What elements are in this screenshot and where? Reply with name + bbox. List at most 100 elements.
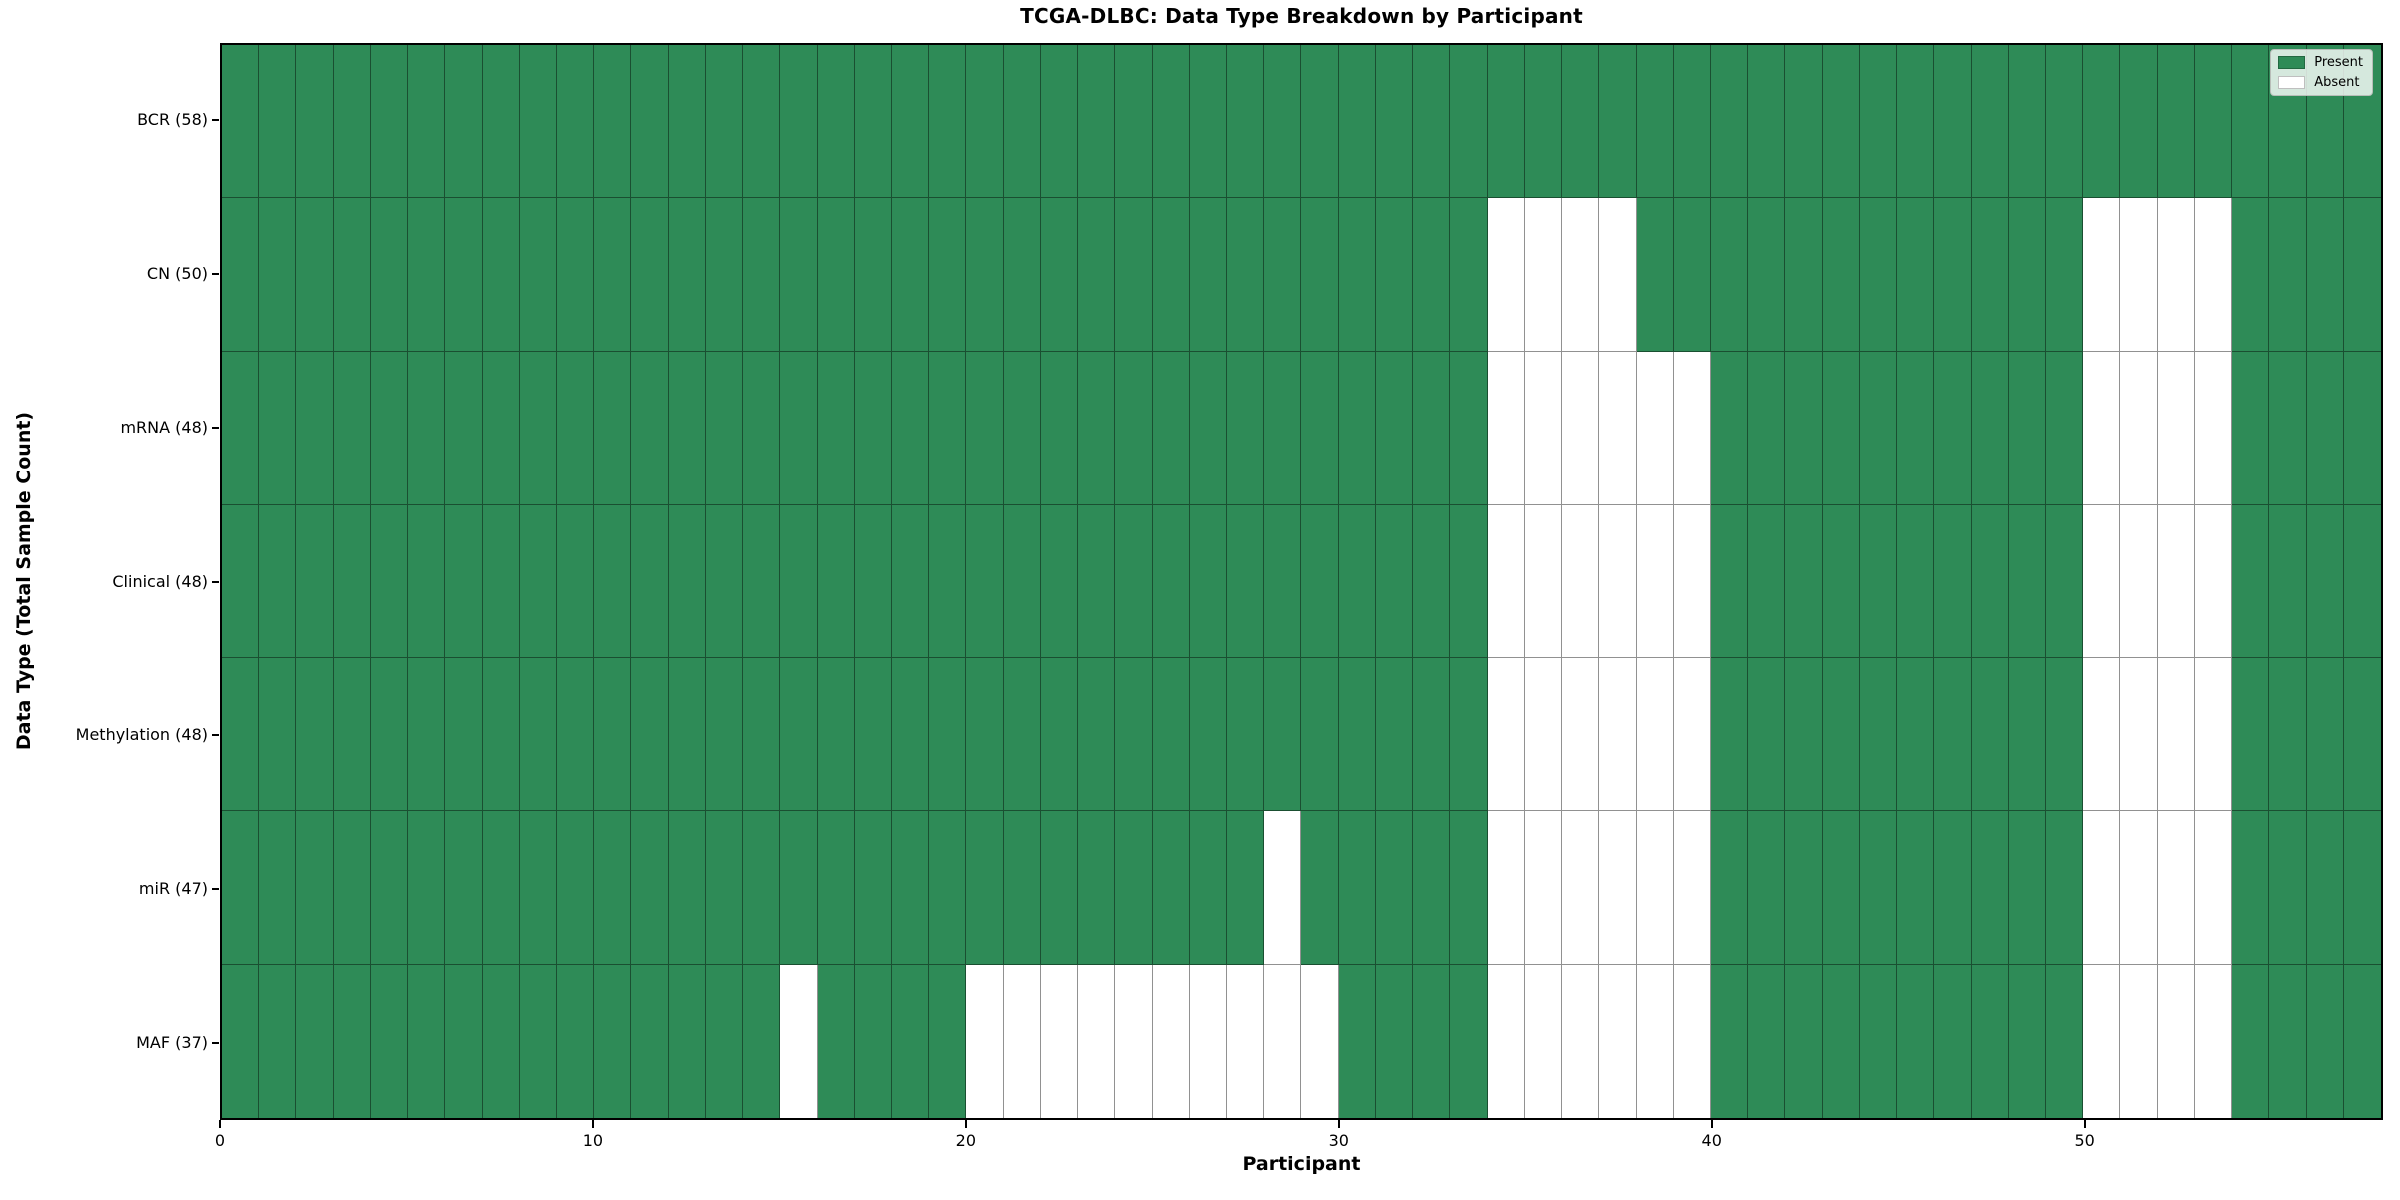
cell-Clinical-p12	[668, 504, 706, 659]
cell-MAF-p54	[2232, 964, 2270, 1118]
cell-Clinical-p26	[1189, 504, 1228, 659]
cell-MAF-p39	[1673, 964, 1711, 1118]
cell-CN-p25	[1152, 198, 1190, 352]
cell-miR-p33	[1450, 811, 1488, 965]
cell-Methylation-p24	[1115, 658, 1153, 812]
cell-BCR-p26	[1189, 45, 1228, 199]
cell-CN-p28	[1264, 198, 1302, 352]
cell-CN-p12	[668, 198, 706, 352]
cell-BCR-p6	[445, 45, 483, 199]
cell-mRNA-p56	[2306, 351, 2344, 505]
cell-mRNA-p1	[259, 351, 297, 505]
cell-BCR-p25	[1152, 45, 1190, 199]
cell-Clinical-p39	[1673, 504, 1711, 659]
cell-MAF-p26	[1189, 964, 1228, 1118]
cell-Methylation-p35	[1524, 658, 1563, 812]
cell-MAF-p44	[1859, 964, 1898, 1118]
cell-BCR-p45	[1897, 45, 1935, 199]
heatmap-plot: Present Absent	[220, 43, 2383, 1120]
cell-Methylation-p30	[1338, 658, 1376, 812]
cell-CN-p30	[1338, 198, 1376, 352]
cell-MAF-p19	[929, 964, 967, 1118]
x-tick-mark	[1337, 1120, 1340, 1128]
cell-mRNA-p7	[482, 351, 520, 505]
cell-Methylation-p41	[1748, 658, 1786, 812]
cell-Methylation-p33	[1450, 658, 1488, 812]
cell-Clinical-p29	[1301, 504, 1339, 659]
cell-mRNA-p8	[519, 351, 558, 505]
cell-Methylation-p3	[333, 658, 371, 812]
cell-CN-p53	[2194, 198, 2233, 352]
cell-BCR-p36	[1562, 45, 1600, 199]
cell-MAF-p24	[1115, 964, 1153, 1118]
cell-CN-p1	[259, 198, 297, 352]
chart-title: TCGA-DLBC: Data Type Breakdown by Partic…	[1020, 4, 1583, 28]
cell-miR-p27	[1227, 811, 1265, 965]
cell-MAF-p15	[780, 964, 818, 1118]
cell-Methylation-p7	[482, 658, 520, 812]
cell-MAF-p12	[668, 964, 706, 1118]
cell-CN-p37	[1599, 198, 1637, 352]
cell-Methylation-p25	[1152, 658, 1190, 812]
cell-miR-p53	[2194, 811, 2233, 965]
cell-Clinical-p15	[780, 504, 818, 659]
cell-mRNA-p50	[2083, 351, 2121, 505]
cell-MAF-p4	[370, 964, 409, 1118]
cell-CN-p15	[780, 198, 818, 352]
cell-miR-p25	[1152, 811, 1190, 965]
cell-BCR-p22	[1040, 45, 1079, 199]
cell-Clinical-p31	[1375, 504, 1414, 659]
cell-mRNA-p34	[1487, 351, 1525, 505]
cell-Clinical-p19	[929, 504, 967, 659]
cell-CN-p19	[929, 198, 967, 352]
cell-MAF-p2	[296, 964, 334, 1118]
cell-Methylation-p26	[1189, 658, 1228, 812]
cell-CN-p0	[222, 198, 260, 352]
cell-miR-p35	[1524, 811, 1563, 965]
cell-Methylation-p9	[557, 658, 595, 812]
cell-MAF-p14	[743, 964, 781, 1118]
cell-MAF-p13	[705, 964, 744, 1118]
cell-mRNA-p12	[668, 351, 706, 505]
cell-Clinical-p48	[2008, 504, 2046, 659]
y-tick-mark	[212, 1042, 219, 1045]
x-axis-label: Participant	[1242, 1153, 1361, 1175]
cell-Clinical-p43	[1822, 504, 1860, 659]
cell-mRNA-p10	[594, 351, 632, 505]
cell-Clinical-p37	[1599, 504, 1637, 659]
cell-miR-p41	[1748, 811, 1786, 965]
cell-MAF-p6	[445, 964, 483, 1118]
cell-miR-p36	[1562, 811, 1600, 965]
cell-mRNA-p26	[1189, 351, 1228, 505]
cell-miR-p21	[1003, 811, 1041, 965]
cell-mRNA-p25	[1152, 351, 1190, 505]
cell-Clinical-p20	[966, 504, 1004, 659]
legend-item-present: Present	[2278, 55, 2363, 70]
cell-CN-p39	[1673, 198, 1711, 352]
cell-MAF-p16	[817, 964, 855, 1118]
cell-Methylation-p31	[1375, 658, 1414, 812]
cell-Methylation-p5	[408, 658, 446, 812]
cell-Clinical-p34	[1487, 504, 1525, 659]
cell-CN-p40	[1710, 198, 1749, 352]
cell-Methylation-p13	[705, 658, 744, 812]
cell-MAF-p53	[2194, 964, 2233, 1118]
cell-BCR-p50	[2083, 45, 2121, 199]
cell-Methylation-p18	[892, 658, 930, 812]
cell-BCR-p21	[1003, 45, 1041, 199]
cell-Methylation-p43	[1822, 658, 1860, 812]
y-tick-label-BCR: BCR (58)	[137, 109, 208, 129]
cell-BCR-p37	[1599, 45, 1637, 199]
cell-mRNA-p5	[408, 351, 446, 505]
cell-miR-p44	[1859, 811, 1898, 965]
cell-Methylation-p51	[2120, 658, 2158, 812]
x-tick-mark	[1710, 1120, 1713, 1128]
cell-CN-p50	[2083, 198, 2121, 352]
cell-Clinical-p49	[2045, 504, 2084, 659]
cell-miR-p26	[1189, 811, 1228, 965]
cell-mRNA-p33	[1450, 351, 1488, 505]
cell-Clinical-p21	[1003, 504, 1041, 659]
cell-Clinical-p2	[296, 504, 334, 659]
cell-mRNA-p52	[2157, 351, 2195, 505]
cell-CN-p26	[1189, 198, 1228, 352]
